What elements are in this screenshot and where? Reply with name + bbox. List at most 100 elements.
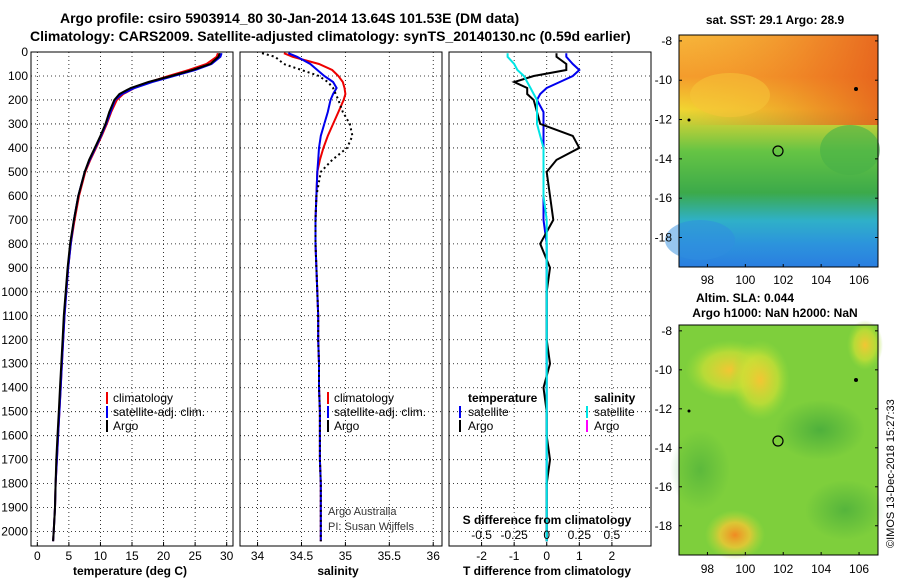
legend-satellite-adj: satellite-adj. clim.: [334, 405, 426, 419]
x-tick-label: 0: [543, 549, 550, 563]
x-tick-label: 10: [94, 549, 108, 563]
map-y-tick-label: -16: [655, 480, 673, 494]
y-tick-label: 300: [8, 117, 28, 131]
difference-xlabel: T difference from climatology: [463, 564, 631, 578]
x2-tick-label: 0: [543, 528, 550, 542]
y-tick-label: 2000: [1, 525, 28, 539]
map-x-tick-label: 100: [735, 273, 755, 287]
legend-s-satellite: satellite: [594, 405, 635, 419]
legend-salinity-title: salinity: [594, 391, 636, 405]
y-tick-label: 1600: [1, 429, 28, 443]
y-tick-label: 100: [8, 69, 28, 83]
figure-title-line2: Climatology: CARS2009. Satellite-adjuste…: [30, 28, 631, 44]
legend-argo: Argo: [334, 419, 360, 433]
legend-climatology: climatology: [113, 391, 173, 405]
map-y-tick-label: -12: [655, 402, 673, 416]
y-tick-label: 700: [8, 213, 28, 227]
x-tick-label: 34.5: [290, 549, 314, 563]
series-line-satellite-salinity-diff: [506, 53, 548, 542]
map-x-tick-label: 106: [849, 273, 869, 287]
series-line-argo: [261, 52, 354, 542]
temperature-xlabel: temperature (deg C): [73, 564, 187, 578]
x-tick-label: 30: [220, 549, 234, 563]
argo-location-marker: [772, 435, 784, 447]
sst-map: 98 100 102 104 106 -8 -10 -12 -14 -16 -18: [655, 34, 880, 287]
map-x-tick-label: 98: [701, 273, 715, 287]
x-tick-label: -1: [509, 549, 520, 563]
sla-map: 98 100 102 104 106 -8 -10 -12 -14 -16 -18: [655, 320, 885, 576]
map-y-tick-label: -14: [655, 441, 673, 455]
map-y-tick-label: -12: [655, 113, 673, 127]
s-difference-title: S difference from climatology: [463, 513, 632, 527]
y-tick-label: 1100: [2, 309, 28, 323]
legend-t-satellite: satellite: [468, 405, 509, 419]
y-tick-label: 1300: [1, 357, 28, 371]
credit-line1: Argo Australia: [328, 506, 397, 518]
map-y-tick-label: -10: [655, 73, 673, 87]
y-tick-label: 1900: [1, 501, 28, 515]
salinity-panel: 34 34.5 35 35.5 36: [239, 51, 443, 563]
sla-map-title-line1: Altim. SLA: 0.044: [696, 291, 794, 305]
legend-argo: Argo: [113, 419, 139, 433]
imos-watermark: ©IMOS 13-Dec-2018 15:27:33: [885, 399, 897, 548]
legend-temperature-title: temperature: [468, 391, 538, 405]
y-tick-label: 1200: [1, 333, 28, 347]
argo-location-marker: [772, 145, 784, 157]
y-tick-label: 500: [8, 165, 28, 179]
map-x-tick-label: 104: [811, 273, 831, 287]
y-tick-label: 900: [8, 261, 28, 275]
x2-tick-label: 0.25: [568, 528, 592, 542]
legend-t-argo: Argo: [468, 419, 494, 433]
map-y-tick-label: -8: [661, 34, 672, 48]
x-tick-label: 35.5: [378, 549, 402, 563]
x-tick-label: 5: [66, 549, 73, 563]
map-y-tick-label: -14: [655, 152, 673, 166]
map-x-tick-label: 106: [849, 562, 869, 576]
x-tick-label: 35: [339, 549, 353, 563]
map-y-tick-label: -16: [655, 191, 673, 205]
credit-line2: PI: Susan Wijffels: [328, 521, 414, 533]
legend-satellite-adj: satellite-adj. clim.: [113, 405, 205, 419]
series-line-argo: [52, 52, 221, 542]
x-tick-label: 0: [34, 549, 41, 563]
figure-title-line1: Argo profile: csiro 5903914_80 30-Jan-20…: [60, 10, 520, 26]
map-x-tick-label: 102: [773, 562, 793, 576]
map-x-tick-label: 102: [773, 273, 793, 287]
salinity-legend: climatology satellite-adj. clim. Argo: [327, 391, 426, 433]
y-tick-label: 0: [21, 45, 28, 59]
sst-map-title: sat. SST: 29.1 Argo: 28.9: [706, 13, 845, 27]
difference-legend: temperature satellite Argo salinity sate…: [459, 391, 636, 433]
map-y-tick-label: -8: [661, 324, 672, 338]
x-tick-label: 15: [125, 549, 139, 563]
difference-panel: -2 -1 0 1 2 -0.5 -0.25 0 0.25 0.5: [448, 51, 652, 563]
x2-tick-label: -0.25: [500, 528, 528, 542]
x-tick-label: 1: [576, 549, 583, 563]
x-tick-label: -2: [476, 549, 487, 563]
y-tick-label: 1800: [1, 477, 28, 491]
y-tick-label: 1000: [1, 285, 28, 299]
x2-tick-label: 0.5: [604, 528, 621, 542]
x-tick-label: 25: [188, 549, 202, 563]
map-x-tick-label: 104: [811, 562, 831, 576]
salinity-xlabel: salinity: [317, 564, 359, 578]
legend-climatology: climatology: [334, 391, 394, 405]
x-tick-label: 36: [427, 549, 441, 563]
y-tick-label: 400: [8, 141, 28, 155]
sla-map-title-line2: Argo h1000: NaN h2000: NaN: [692, 306, 857, 320]
map-y-tick-label: -18: [655, 231, 673, 245]
legend-s-argo: Argo: [594, 419, 620, 433]
x-tick-label: 20: [157, 549, 171, 563]
x-tick-label: 34: [251, 549, 265, 563]
temperature-panel: 0100200300400500600700800900100011001200…: [1, 45, 233, 563]
map-x-tick-label: 98: [701, 562, 715, 576]
temperature-legend: climatology satellite-adj. clim. Argo: [106, 391, 205, 433]
y-tick-label: 1500: [1, 405, 28, 419]
y-tick-label: 1700: [1, 453, 28, 467]
y-tick-label: 600: [8, 189, 28, 203]
map-y-tick-label: -10: [655, 363, 673, 377]
map-x-tick-label: 100: [735, 562, 755, 576]
y-tick-label: 800: [8, 237, 28, 251]
y-tick-label: 1400: [1, 381, 28, 395]
x2-tick-label: -0.5: [471, 528, 492, 542]
